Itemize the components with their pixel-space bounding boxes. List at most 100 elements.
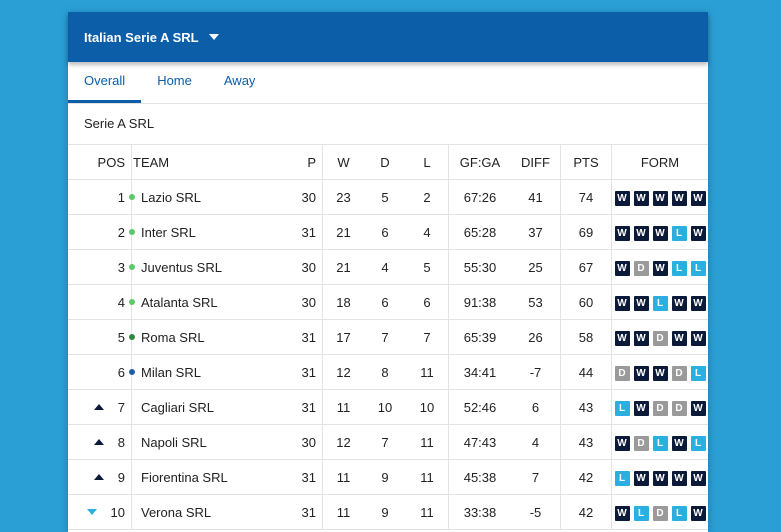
draws-cell: 4 bbox=[364, 249, 406, 285]
position-cell: 4 bbox=[68, 284, 132, 320]
team-name[interactable]: Napoli SRL bbox=[141, 434, 207, 450]
position-value: 9 bbox=[117, 469, 125, 485]
tab-away[interactable]: Away bbox=[223, 73, 256, 88]
form-badge: W bbox=[671, 435, 687, 451]
played-cell: 30 bbox=[281, 179, 323, 215]
played-cell: 31 bbox=[281, 389, 323, 425]
col-points-header[interactable]: PTS bbox=[560, 145, 612, 180]
tab-overall[interactable]: Overall bbox=[68, 62, 142, 103]
played-cell: 31 bbox=[281, 214, 323, 250]
losses-cell: 10 bbox=[406, 389, 449, 425]
section-title: Serie A SRL bbox=[68, 104, 708, 145]
arrow-up-icon bbox=[93, 474, 104, 480]
draws-cell: 7 bbox=[364, 319, 406, 355]
points-cell: 74 bbox=[560, 179, 612, 215]
league-dropdown[interactable]: Italian Serie A SRL bbox=[84, 30, 219, 45]
position-value: 3 bbox=[117, 259, 125, 275]
col-diff-header[interactable]: DIFF bbox=[511, 145, 561, 180]
col-team-header[interactable]: TEAM bbox=[131, 145, 281, 180]
played-cell: 31 bbox=[281, 459, 323, 495]
goals-cell: 45:38 bbox=[448, 459, 511, 495]
standings-table: POS TEAM P W D L GF:GA DIFF PTS FORM 1 L… bbox=[68, 145, 708, 530]
table-row[interactable]: 9 Fiorentina SRL 31 11 9 11 45:38 7 42 L… bbox=[68, 459, 708, 495]
form-badge: L bbox=[690, 435, 706, 451]
team-cell: Roma SRL bbox=[129, 319, 281, 355]
form-badge: W bbox=[652, 365, 668, 381]
points-cell: 44 bbox=[560, 354, 612, 390]
team-name[interactable]: Roma SRL bbox=[141, 329, 205, 345]
position-value: 4 bbox=[117, 294, 125, 310]
team-cell: Cagliari SRL bbox=[129, 389, 281, 425]
form-badge: L bbox=[614, 470, 630, 486]
position-cell: 7 bbox=[68, 389, 132, 425]
arrow-up-icon bbox=[93, 404, 104, 410]
points-cell: 42 bbox=[560, 494, 612, 530]
points-cell: 58 bbox=[560, 319, 612, 355]
zone-indicator-dot bbox=[129, 474, 135, 480]
team-cell: Juventus SRL bbox=[129, 249, 281, 285]
team-cell: Fiorentina SRL bbox=[129, 459, 281, 495]
standings-card: Italian Serie A SRL Overall Home Away Se… bbox=[68, 12, 708, 532]
form-badge: D bbox=[652, 330, 668, 346]
draws-cell: 7 bbox=[364, 424, 406, 460]
form-badge: W bbox=[633, 470, 649, 486]
col-pos-header[interactable]: POS bbox=[68, 145, 132, 180]
form-badge: L bbox=[671, 505, 687, 521]
col-draws-header[interactable]: D bbox=[364, 145, 406, 180]
arrow-up-icon bbox=[93, 439, 104, 445]
team-name[interactable]: Juventus SRL bbox=[141, 259, 222, 275]
wins-cell: 12 bbox=[322, 424, 364, 460]
team-name[interactable]: Milan SRL bbox=[141, 364, 201, 380]
losses-cell: 4 bbox=[406, 214, 449, 250]
form-badge: W bbox=[671, 295, 687, 311]
col-losses-header[interactable]: L bbox=[406, 145, 449, 180]
diff-cell: 26 bbox=[511, 319, 561, 355]
played-cell: 30 bbox=[281, 284, 323, 320]
form-badge: W bbox=[690, 295, 706, 311]
position-cell: 2 bbox=[68, 214, 132, 250]
team-name[interactable]: Lazio SRL bbox=[141, 189, 201, 205]
col-wins-header[interactable]: W bbox=[322, 145, 364, 180]
diff-cell: 41 bbox=[511, 179, 561, 215]
diff-cell: 6 bbox=[511, 389, 561, 425]
zone-indicator-dot bbox=[129, 404, 135, 410]
draws-cell: 9 bbox=[364, 494, 406, 530]
team-name[interactable]: Atalanta SRL bbox=[141, 294, 218, 310]
position-cell: 10 bbox=[68, 494, 132, 530]
diff-cell: 7 bbox=[511, 459, 561, 495]
zone-indicator-dot bbox=[129, 194, 135, 200]
col-played-header[interactable]: P bbox=[281, 145, 323, 180]
form-badge: W bbox=[690, 330, 706, 346]
team-name[interactable]: Fiorentina SRL bbox=[141, 469, 228, 485]
form-badge: W bbox=[614, 190, 630, 206]
goals-cell: 52:46 bbox=[448, 389, 511, 425]
zone-indicator-dot bbox=[129, 264, 135, 270]
goals-cell: 47:43 bbox=[448, 424, 511, 460]
draws-cell: 5 bbox=[364, 179, 406, 215]
team-name[interactable]: Inter SRL bbox=[141, 224, 196, 240]
wins-cell: 12 bbox=[322, 354, 364, 390]
diff-cell: -5 bbox=[511, 494, 561, 530]
wins-cell: 17 bbox=[322, 319, 364, 355]
points-cell: 43 bbox=[560, 424, 612, 460]
tab-home[interactable]: Home bbox=[157, 73, 192, 88]
position-cell: 9 bbox=[68, 459, 132, 495]
zone-indicator-dot bbox=[129, 229, 135, 235]
played-cell: 31 bbox=[281, 319, 323, 355]
col-goals-header[interactable]: GF:GA bbox=[448, 145, 511, 180]
team-name[interactable]: Cagliari SRL bbox=[141, 399, 214, 415]
goals-cell: 33:38 bbox=[448, 494, 511, 530]
